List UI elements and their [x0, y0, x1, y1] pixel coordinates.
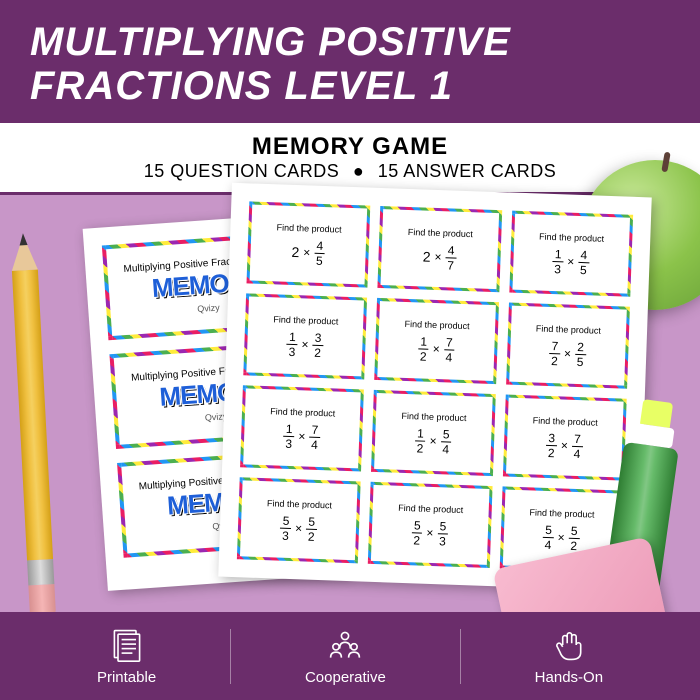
- question-expression: 53×52: [280, 514, 317, 542]
- question-card: Find the product 2×47: [378, 206, 502, 292]
- question-prompt: Find the product: [398, 502, 463, 514]
- hands-on-icon: [551, 627, 587, 663]
- question-card: Find the product 12×74: [375, 298, 499, 384]
- title-line-1: MULTIPLYING POSITIVE: [30, 20, 511, 64]
- question-expression: 2×45: [291, 238, 325, 266]
- question-prompt: Find the product: [536, 323, 601, 335]
- bullet-separator: ●: [353, 161, 364, 182]
- question-expression: 32×74: [546, 431, 583, 459]
- game-type: MEMORY GAME: [0, 133, 700, 161]
- product-cover: MULTIPLYING POSITIVE FRACTIONS LEVEL 1 M…: [0, 0, 700, 700]
- divider: [460, 629, 461, 684]
- question-card: Find the product 52×53: [368, 482, 492, 568]
- question-expression: 54×52: [542, 523, 579, 551]
- question-card: Find the product 13×45: [509, 211, 633, 297]
- question-card: Find the product 72×25: [506, 303, 630, 389]
- feature-label: Cooperative: [305, 669, 386, 686]
- question-prompt: Find the product: [408, 226, 473, 238]
- cooperative-icon: [327, 627, 363, 663]
- feature-label: Printable: [97, 669, 156, 686]
- feature-label: Hands-On: [535, 669, 603, 686]
- question-card: Find the product 13×74: [240, 385, 364, 471]
- question-expression: 2×47: [422, 243, 456, 271]
- printable-icon: [109, 627, 145, 663]
- card-counts: 15 QUESTION CARDS ● 15 ANSWER CARDS: [0, 161, 700, 182]
- question-sheet: Find the product 2×45 Find the product 2×47…: [218, 183, 651, 591]
- question-card-count: 15 QUESTION CARDS: [144, 161, 340, 181]
- question-prompt: Find the product: [267, 498, 332, 510]
- question-card: Find the product 13×32: [243, 293, 367, 379]
- question-prompt: Find the product: [273, 314, 338, 326]
- title-line-2: FRACTIONS LEVEL 1: [30, 64, 453, 108]
- footer-features: Printable Cooperative Hands-On: [0, 612, 700, 700]
- question-expression: 72×25: [549, 339, 586, 367]
- question-card: Find the product 53×52: [237, 477, 361, 563]
- question-expression: 13×32: [286, 330, 323, 358]
- question-expression: 52×53: [411, 519, 448, 547]
- feature-hands-on: Hands-On: [535, 627, 603, 686]
- question-expression: 12×74: [418, 335, 455, 363]
- feature-cooperative: Cooperative: [305, 627, 386, 686]
- question-expression: 12×54: [414, 427, 451, 455]
- question-card: Find the product 2×45: [247, 201, 371, 287]
- question-prompt: Find the product: [533, 415, 598, 427]
- answer-card-count: 15 ANSWER CARDS: [378, 161, 557, 181]
- question-grid: Find the product 2×45 Find the product 2×47…: [237, 201, 633, 572]
- question-prompt: Find the product: [401, 410, 466, 422]
- question-prompt: Find the product: [404, 318, 469, 330]
- product-title: MULTIPLYING POSITIVE FRACTIONS LEVEL 1: [30, 20, 670, 108]
- divider: [230, 629, 231, 684]
- question-card: Find the product 32×74: [503, 394, 627, 480]
- question-card: Find the product 12×54: [371, 390, 495, 476]
- question-expression: 13×45: [552, 248, 589, 276]
- workspace: Multiplying Positive Fractions Level 1 M…: [0, 220, 700, 612]
- header-banner: MULTIPLYING POSITIVE FRACTIONS LEVEL 1: [0, 0, 700, 123]
- feature-printable: Printable: [97, 627, 156, 686]
- question-prompt: Find the product: [276, 222, 341, 234]
- pencil-prop: [10, 235, 56, 616]
- question-prompt: Find the product: [539, 231, 604, 243]
- subheader: MEMORY GAME 15 QUESTION CARDS ● 15 ANSWE…: [0, 123, 700, 195]
- question-prompt: Find the product: [529, 507, 594, 519]
- question-expression: 13×74: [283, 422, 320, 450]
- question-prompt: Find the product: [270, 406, 335, 418]
